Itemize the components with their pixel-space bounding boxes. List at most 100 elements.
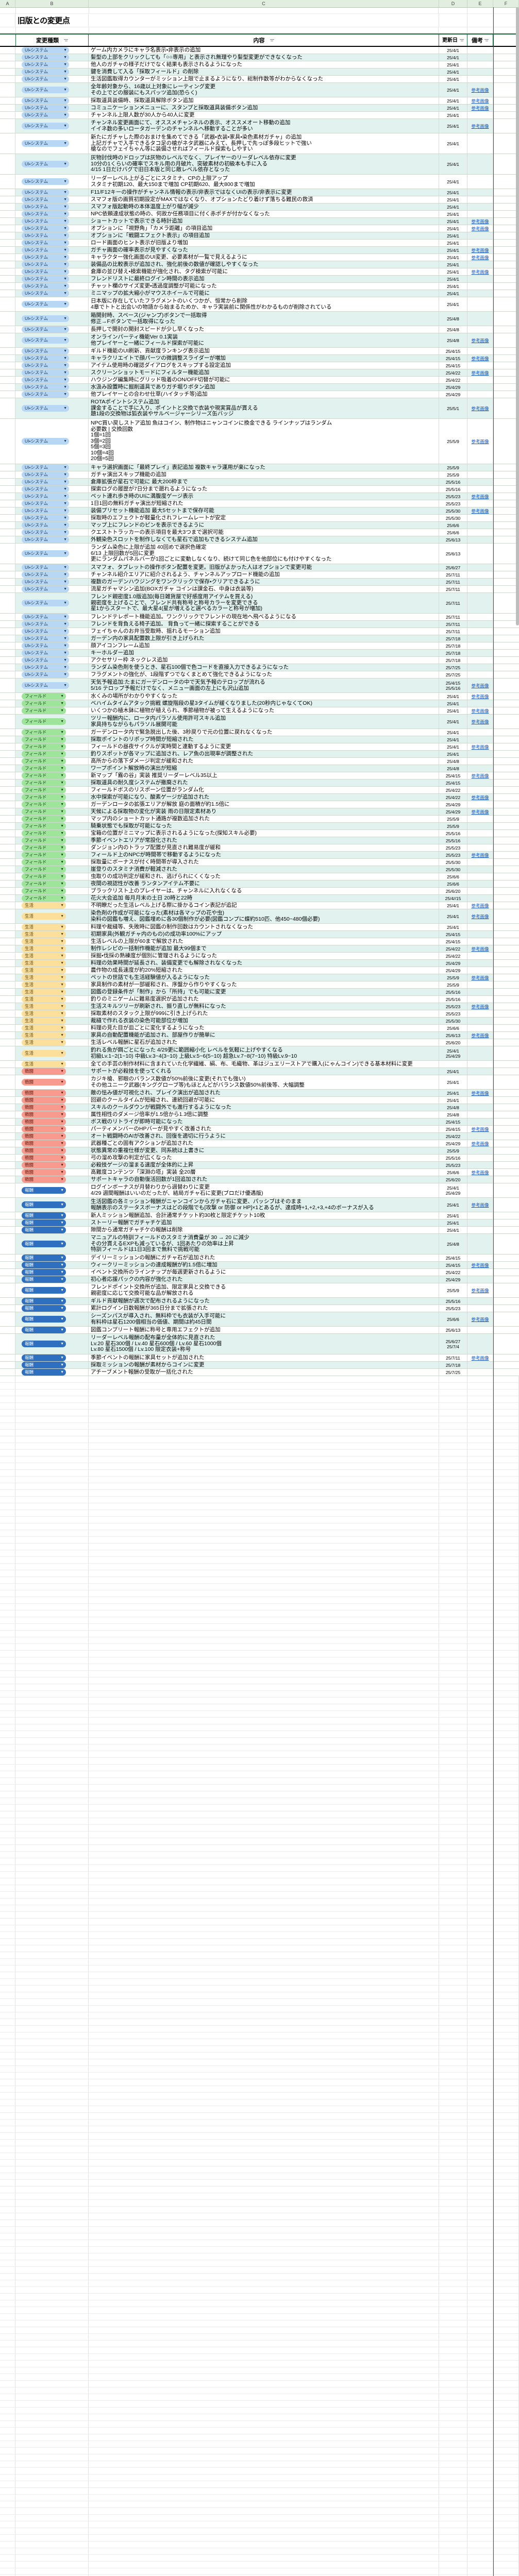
empty-grid-row[interactable]	[0, 2032, 519, 2039]
cell-updated-date[interactable]: 25/5/1	[439, 398, 467, 418]
cell-spare[interactable]	[493, 247, 519, 253]
cell-change-type[interactable]: UI・システム ▼	[15, 377, 89, 383]
category-chip-ui[interactable]: UI・システム ▼	[22, 161, 69, 167]
cell-updated-date[interactable]: 25/4/1	[439, 254, 467, 261]
cell-change-type[interactable]: UI・システム ▼	[15, 362, 89, 369]
chevron-down-icon[interactable]: ▼	[60, 1270, 64, 1274]
chevron-down-icon[interactable]: ▼	[63, 48, 67, 52]
table-row[interactable]: フィールド ▼ いくつかの植木鉢に植物が植えられ、季節植物が被って生えるようになった…	[0, 707, 519, 715]
chevron-down-icon[interactable]: ▼	[60, 947, 64, 951]
chevron-down-icon[interactable]: ▼	[63, 349, 67, 353]
cell-spare[interactable]	[493, 348, 519, 354]
row-gutter[interactable]	[0, 1176, 15, 1183]
cell-change-type[interactable]: UI・システム ▼	[15, 211, 89, 217]
chevron-down-icon[interactable]: ▼	[60, 969, 64, 972]
cell-spare[interactable]	[493, 69, 519, 75]
cell-spare[interactable]	[493, 507, 519, 514]
cell-updated-date[interactable]: 25/4/1	[439, 204, 467, 210]
empty-grid-row[interactable]	[0, 1698, 519, 1704]
table-row[interactable]: フィールド ▼ フィールド上のNPCが時間帯で移動するようになった 25/5/23 参考…	[0, 852, 519, 859]
cell-updated-date[interactable]: 25/4/1	[439, 83, 467, 97]
cell-notes[interactable]: 参考画像	[467, 852, 493, 858]
empty-grid-row[interactable]	[0, 1684, 519, 1691]
cell-change-type[interactable]: 生活 ▼	[15, 981, 89, 988]
filter-icon[interactable]	[64, 39, 68, 42]
cell-change-type[interactable]: 生活 ▼	[15, 909, 89, 923]
cell-change-type[interactable]: UI・システム ▼	[15, 657, 89, 664]
row-gutter[interactable]	[0, 938, 15, 945]
cell-notes[interactable]: 参考画像	[467, 772, 493, 779]
empty-grid-row[interactable]	[0, 1671, 519, 1677]
category-chip-reward[interactable]: 報酬 ▼	[22, 1269, 66, 1276]
row-gutter[interactable]	[0, 297, 15, 311]
cell-change-type[interactable]: 生活 ▼	[15, 1018, 89, 1024]
chevron-down-icon[interactable]: ▼	[60, 1307, 64, 1310]
cell-content[interactable]: 全ての手芸の制作材料に含まれていた化学繊維、絹、布、毛織物、革はジュエリーストア…	[89, 1061, 439, 1067]
chevron-down-icon[interactable]: ▼	[63, 56, 67, 59]
cell-updated-date[interactable]: 25/7/11	[439, 579, 467, 585]
row-gutter[interactable]	[0, 902, 15, 909]
row-gutter[interactable]	[0, 97, 15, 104]
cell-notes[interactable]	[467, 859, 493, 866]
table-row[interactable]: 生活 ▼ 生活レベルの上限が60まで解放された 25/4/15	[0, 938, 519, 945]
table-row[interactable]: 生活 ▼ 家具の自動配置機能が追加され、部屋作りが簡単に 25/6/13 参考画像	[0, 1032, 519, 1039]
category-chip-life[interactable]: 生活 ▼	[22, 1003, 66, 1010]
cell-updated-date[interactable]: 25/6/20	[439, 1039, 467, 1046]
cell-notes[interactable]: 参考画像	[467, 355, 493, 362]
row-gutter[interactable]	[0, 377, 15, 383]
empty-grid-row[interactable]	[0, 1992, 519, 1999]
category-chip-reward[interactable]: 報酬 ▼	[22, 1305, 66, 1312]
category-chip-ui[interactable]: UI・システム ▼	[22, 348, 69, 354]
cell-change-type[interactable]: 報酬 ▼	[15, 1234, 89, 1254]
row-gutter[interactable]	[0, 254, 15, 261]
table-row[interactable]: フィールド ▼ 虫取りの成功判定が緩和され、逃げられにくくなった 25/6/6	[0, 873, 519, 880]
cell-updated-date[interactable]: 25/4/1	[439, 1068, 467, 1075]
chevron-down-icon[interactable]: ▼	[60, 1278, 64, 1281]
empty-grid-row[interactable]	[0, 1905, 519, 1912]
cell-content[interactable]: 釣れる魚が餌ごとになった 4/29更に範囲縮小化 レベルを気軽に上げやすくなる初…	[89, 1046, 439, 1060]
reference-image-link[interactable]: 参考画像	[471, 1004, 489, 1009]
cell-spare[interactable]	[493, 1025, 519, 1031]
cell-updated-date[interactable]: 25/7/25	[439, 664, 467, 671]
empty-grid-row[interactable]	[0, 2408, 519, 2414]
chevron-down-icon[interactable]: ▼	[60, 795, 64, 799]
cell-notes[interactable]	[467, 895, 493, 902]
cell-spare[interactable]	[493, 823, 519, 829]
cell-change-type[interactable]: フィールド ▼	[15, 751, 89, 757]
category-chip-ui[interactable]: UI・システム ▼	[22, 268, 69, 275]
cell-content[interactable]: サポートが必殺技を使ってくれる	[89, 1068, 439, 1075]
table-row[interactable]: フィールド ▼ 宝箱の位置がミニマップに表示されるようになった(探知スキル必要) 25…	[0, 830, 519, 837]
cell-change-type[interactable]: UI・システム ▼	[15, 664, 89, 671]
cell-change-type[interactable]: UI・システム ▼	[15, 671, 89, 678]
chevron-down-icon[interactable]: ▼	[63, 364, 67, 367]
table-row[interactable]: 戦闘 ▼ 必殺技ゲージの溜まる速度が全体的に上昇 25/5/23	[0, 1162, 519, 1169]
cell-spare[interactable]	[493, 493, 519, 500]
category-chip-life[interactable]: 生活 ▼	[22, 902, 66, 909]
cell-updated-date[interactable]: 25/5/30	[439, 866, 467, 873]
empty-grid-row[interactable]	[0, 1523, 519, 1530]
cell-updated-date[interactable]: 25/4/1	[439, 1097, 467, 1104]
cell-updated-date[interactable]: 25/4/15	[439, 1126, 467, 1132]
cell-spare[interactable]	[493, 261, 519, 268]
cell-spare[interactable]	[493, 671, 519, 678]
cell-spare[interactable]	[493, 1283, 519, 1297]
cell-change-type[interactable]: UI・システム ▼	[15, 232, 89, 239]
empty-grid-row[interactable]	[0, 2093, 519, 2099]
cell-spare[interactable]	[493, 232, 519, 239]
category-chip-reward[interactable]: 報酬 ▼	[22, 1276, 66, 1283]
cell-content[interactable]: ショートカットで表示できる時計追加	[89, 218, 439, 225]
chevron-down-icon[interactable]: ▼	[63, 284, 67, 288]
cell-change-type[interactable]: UI・システム ▼	[15, 628, 89, 635]
cell-content[interactable]: ワープポイント解放時の演出が短縮	[89, 765, 439, 772]
cell-change-type[interactable]: 生活 ▼	[15, 967, 89, 974]
cell-notes[interactable]	[467, 486, 493, 493]
table-row[interactable]: 生活 ▼ 釣りのミニゲームに難易度選択が追加された 25/5/16	[0, 996, 519, 1003]
cell-notes[interactable]	[467, 989, 493, 995]
category-chip-reward[interactable]: 報酬 ▼	[22, 1287, 66, 1294]
cell-updated-date[interactable]: 25/6/13	[439, 1327, 467, 1333]
empty-grid-row[interactable]	[0, 1979, 519, 1986]
cell-spare[interactable]	[493, 859, 519, 866]
category-chip-ui[interactable]: UI・システム ▼	[22, 218, 69, 225]
table-row[interactable]: 生活 ▼ 制作レシピの一括制作機能が追加 最大99個まで 25/4/22 参考画像	[0, 945, 519, 953]
empty-grid-row[interactable]	[0, 1470, 519, 1477]
